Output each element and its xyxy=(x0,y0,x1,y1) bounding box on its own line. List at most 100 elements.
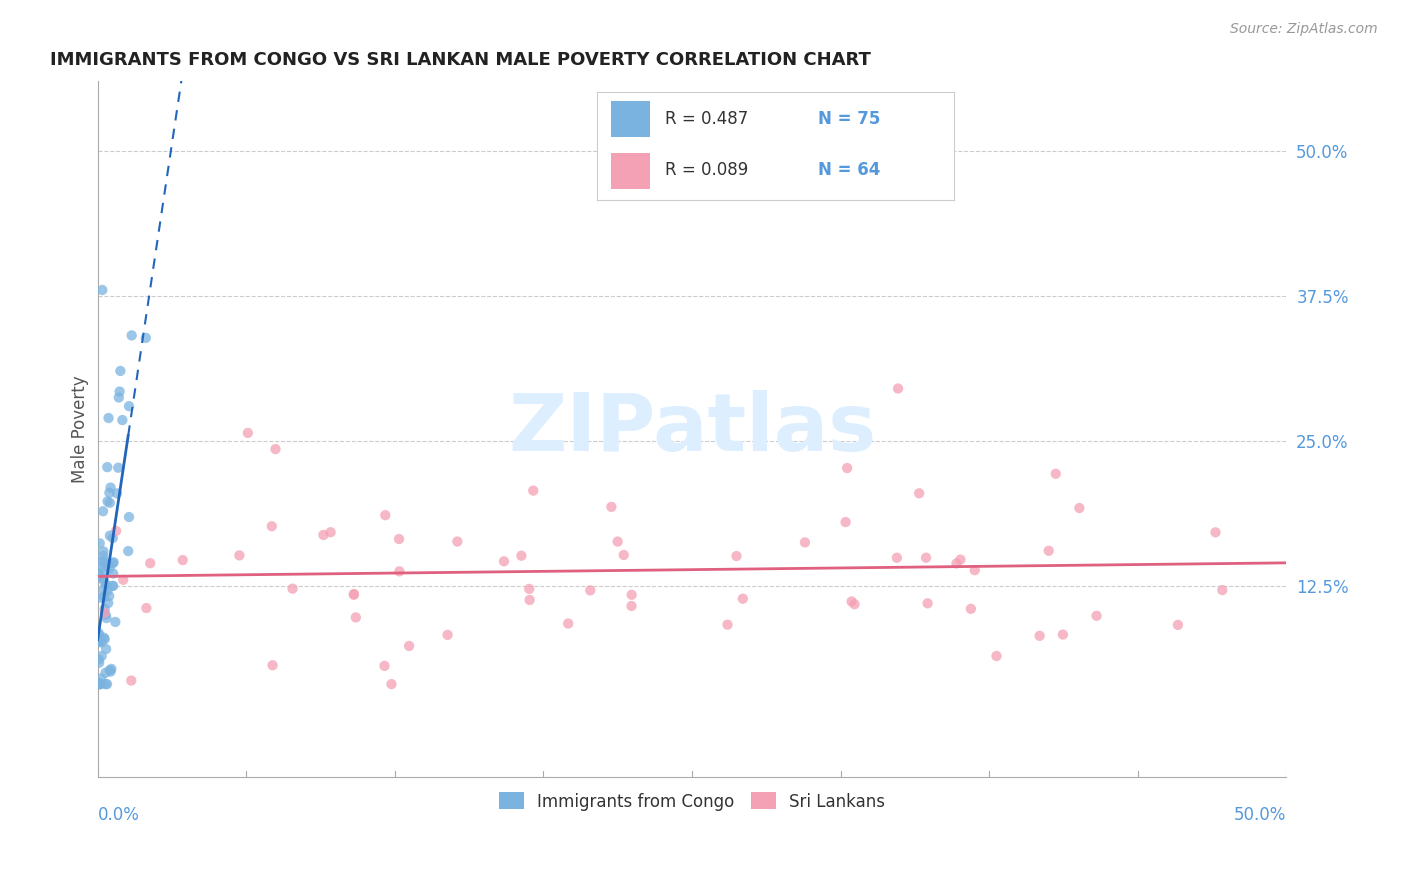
Point xyxy=(841,594,863,608)
Point xyxy=(510,549,533,563)
Point xyxy=(101,531,124,545)
Point xyxy=(716,617,738,632)
Point xyxy=(94,642,117,657)
Point xyxy=(87,652,110,666)
Point xyxy=(98,561,121,575)
Point xyxy=(388,564,411,578)
Point xyxy=(388,532,411,546)
Point xyxy=(260,519,283,533)
Point xyxy=(89,677,111,691)
Point xyxy=(98,589,121,603)
Point xyxy=(89,677,111,691)
Legend: Immigrants from Congo, Sri Lankans: Immigrants from Congo, Sri Lankans xyxy=(492,786,891,817)
Point xyxy=(837,461,859,475)
Point xyxy=(93,544,115,558)
Point xyxy=(93,549,115,563)
Point xyxy=(107,460,129,475)
Point xyxy=(93,590,115,604)
Point xyxy=(101,579,124,593)
Point xyxy=(1028,629,1050,643)
Point xyxy=(90,649,112,664)
Point xyxy=(93,632,115,647)
Point xyxy=(96,611,118,625)
Point xyxy=(96,677,118,691)
Point xyxy=(94,607,117,622)
Point xyxy=(90,591,112,605)
Point xyxy=(725,549,748,563)
Point xyxy=(731,591,754,606)
Point xyxy=(98,528,121,542)
Point xyxy=(91,283,114,297)
Point xyxy=(117,544,139,558)
Point xyxy=(1167,618,1189,632)
Point xyxy=(887,382,910,396)
Point xyxy=(344,610,367,624)
Point xyxy=(343,588,366,602)
Point xyxy=(949,552,972,566)
Point xyxy=(96,583,118,598)
Point xyxy=(111,413,134,427)
Point xyxy=(1204,525,1226,540)
Point xyxy=(89,536,111,550)
Point xyxy=(87,675,110,690)
Point xyxy=(118,399,141,413)
Point xyxy=(139,556,162,570)
Point xyxy=(135,601,157,615)
Point xyxy=(89,632,111,647)
Point xyxy=(522,483,544,498)
Point xyxy=(343,587,366,601)
Point xyxy=(963,563,986,577)
Point xyxy=(89,634,111,648)
Point xyxy=(89,634,111,648)
Point xyxy=(87,567,110,582)
Point xyxy=(794,535,817,549)
Point xyxy=(1211,583,1233,598)
Point xyxy=(90,560,112,574)
Point xyxy=(98,663,121,677)
Point xyxy=(312,528,335,542)
Point xyxy=(844,597,866,611)
Point xyxy=(87,628,110,642)
Point xyxy=(105,524,128,538)
Point xyxy=(606,534,628,549)
Point xyxy=(172,553,194,567)
Point xyxy=(91,571,114,585)
Point xyxy=(104,615,127,629)
Point xyxy=(519,593,541,607)
Point xyxy=(94,606,117,620)
Point xyxy=(264,442,287,456)
Point xyxy=(93,602,115,616)
Point xyxy=(908,486,931,500)
Point xyxy=(834,515,856,529)
Point xyxy=(94,578,117,592)
Point xyxy=(98,496,121,510)
Point xyxy=(98,486,121,500)
Point xyxy=(373,658,395,673)
Point xyxy=(112,573,135,587)
Point xyxy=(917,596,939,610)
Text: Source: ZipAtlas.com: Source: ZipAtlas.com xyxy=(1230,22,1378,37)
Point xyxy=(620,588,643,602)
Point xyxy=(986,648,1008,663)
Point xyxy=(613,548,636,562)
Point xyxy=(93,554,115,568)
Point xyxy=(87,656,110,670)
Point xyxy=(915,550,938,565)
Point xyxy=(103,555,125,569)
Point xyxy=(97,596,120,610)
Point xyxy=(436,628,458,642)
Point xyxy=(105,486,128,500)
Point xyxy=(1045,467,1067,481)
Point xyxy=(374,508,396,523)
Point xyxy=(398,639,420,653)
Point xyxy=(380,677,402,691)
Point xyxy=(87,626,110,640)
Point xyxy=(492,554,515,568)
Point xyxy=(93,574,115,588)
Point xyxy=(1085,608,1108,623)
Point xyxy=(94,665,117,680)
Point xyxy=(93,631,115,645)
Point xyxy=(319,525,342,540)
Y-axis label: Male Poverty: Male Poverty xyxy=(72,376,89,483)
Point xyxy=(135,331,157,345)
